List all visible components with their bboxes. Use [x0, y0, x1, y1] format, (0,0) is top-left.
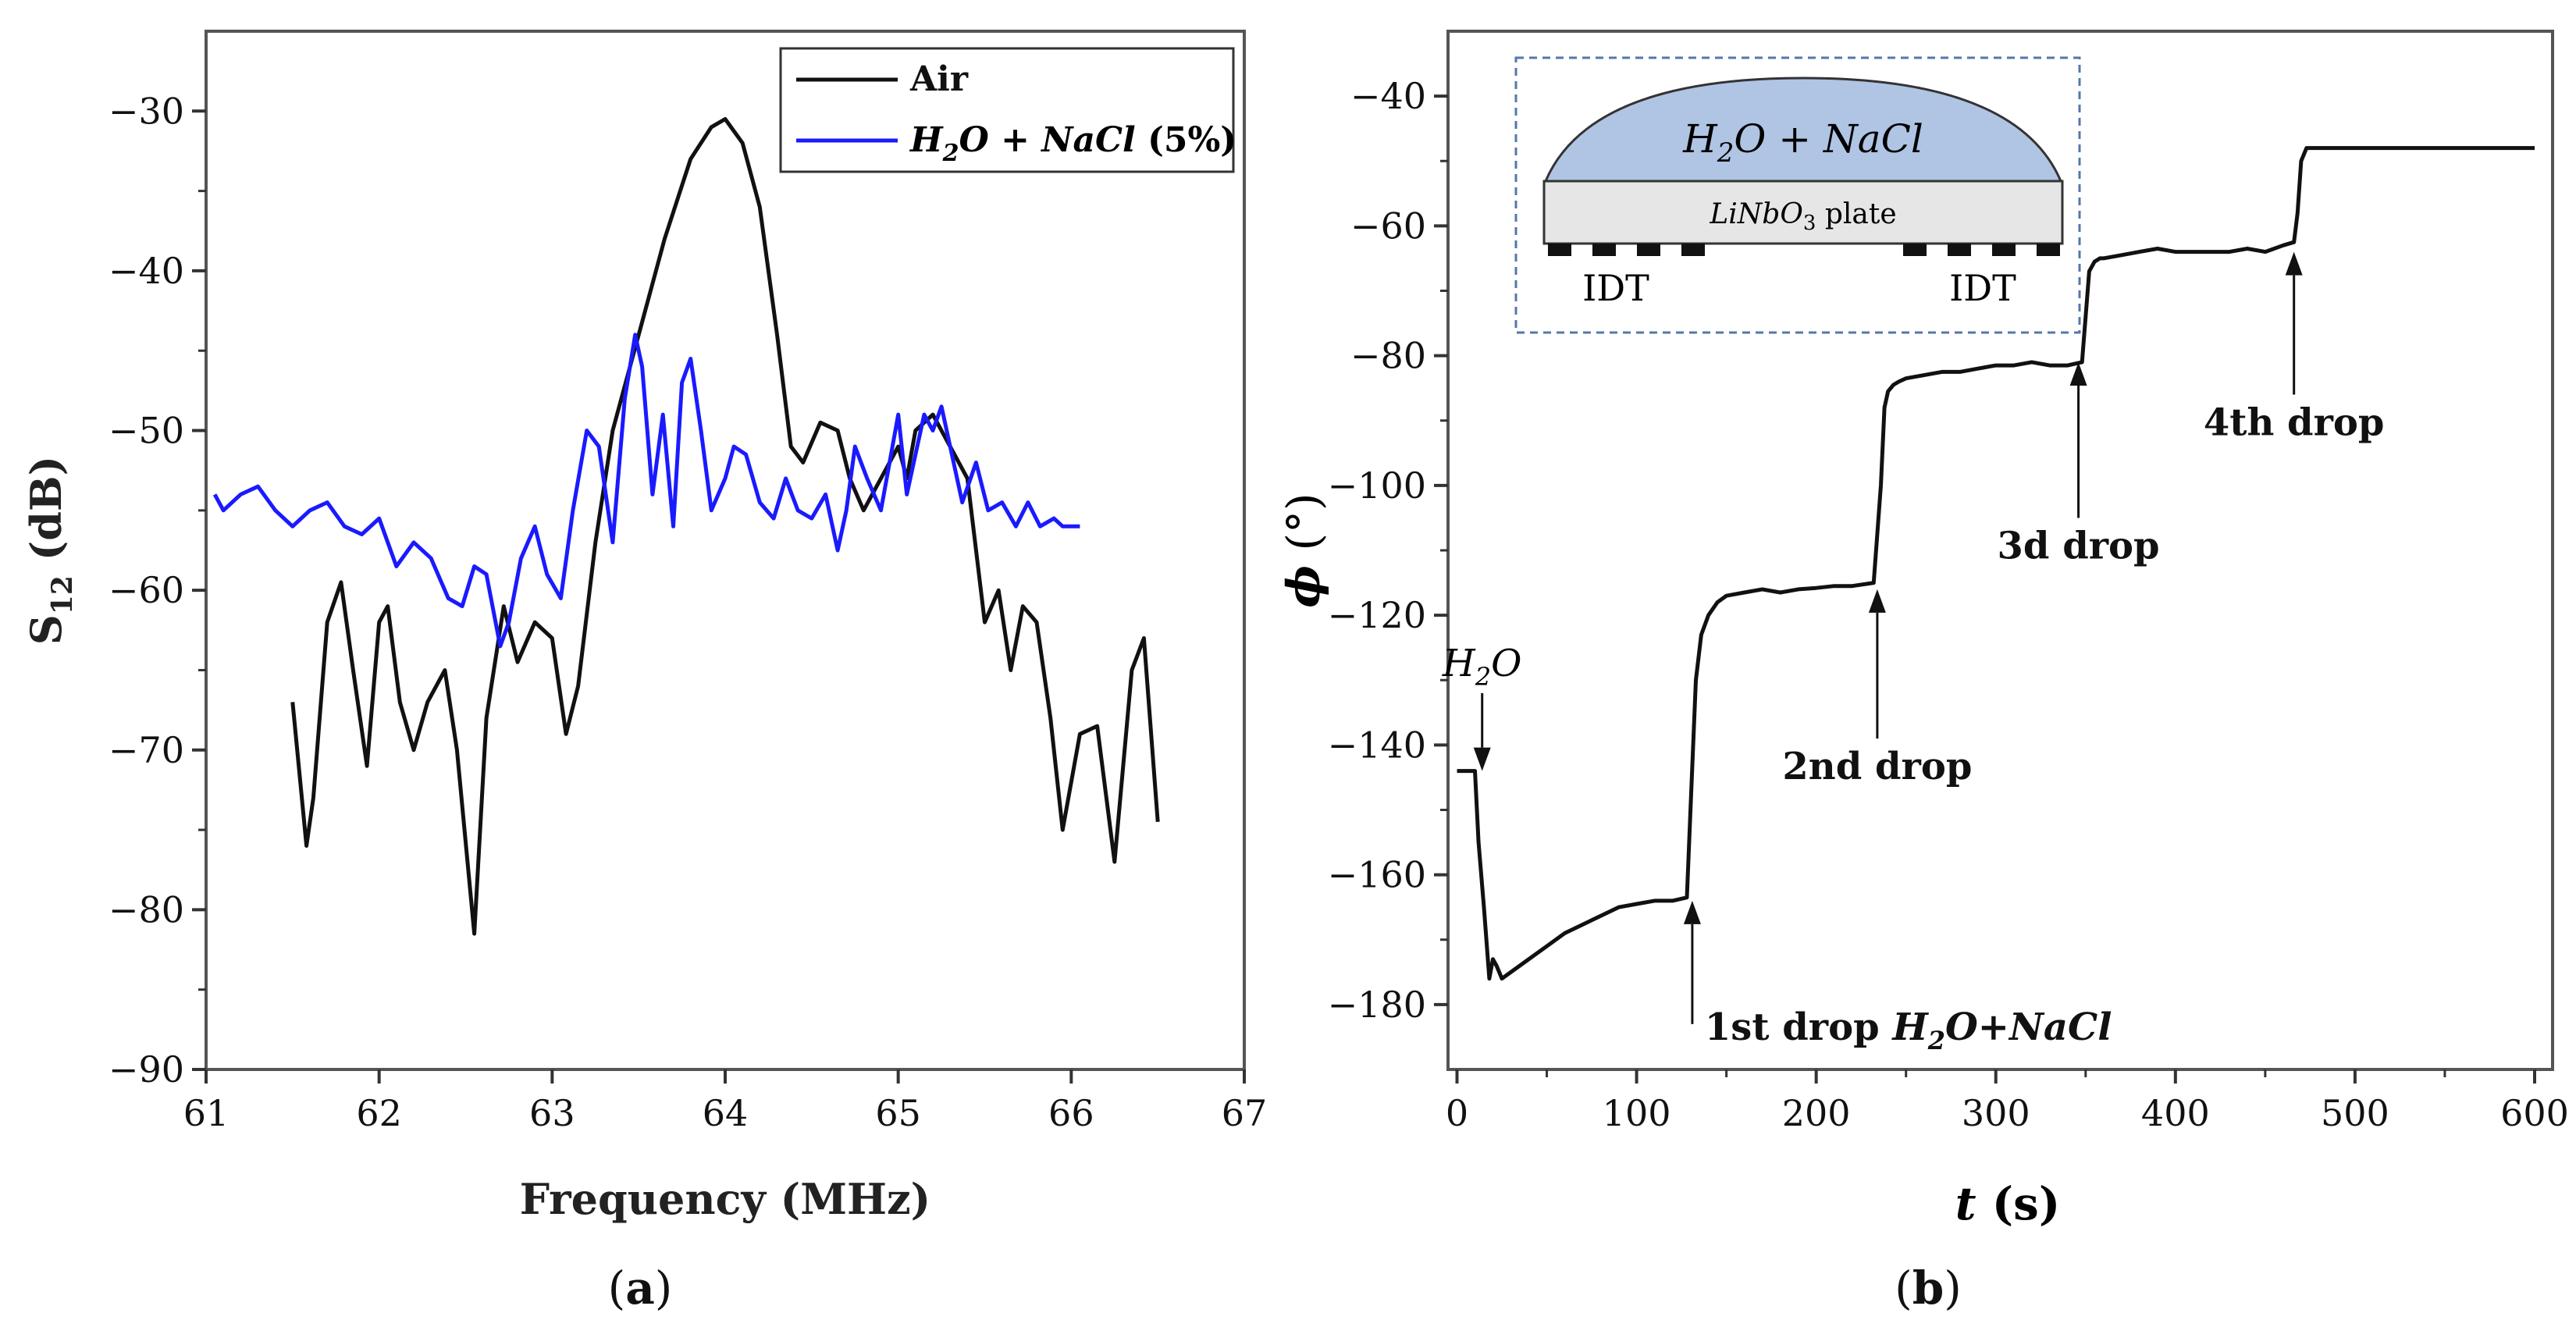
annotation-drop-3: 3d drop [1998, 524, 2160, 568]
y-tick-label: −60 [109, 569, 184, 611]
y-tick-label: −160 [1328, 854, 1426, 896]
y-tick-label: −90 [109, 1048, 184, 1091]
inset-idt-right: IDT [1949, 267, 2016, 309]
inset-plate [1542, 180, 2064, 245]
series-line-1 [212, 333, 1080, 649]
x-tick-label: 500 [2321, 1092, 2389, 1134]
idt-electrode [1592, 244, 1616, 256]
inset-schematic: H2O + NaCl LiNbO3 plate IDT IDT [1514, 56, 2081, 334]
panel-a-frame [205, 30, 1246, 1071]
panel-b-ticks: 0 100 200 300 400 500 600 −180 −160 −140 −120 −100 −… [1328, 75, 2569, 1134]
panel-a-ylabel: S12 (dB) [21, 456, 79, 645]
inset-drop-label: H2O + NaCl [1682, 116, 1923, 169]
y-tick-label: −50 [109, 410, 184, 452]
annotation-1st-drop: 1st drop H2O+NaCl [1705, 1005, 2112, 1055]
y-tick-label: −80 [109, 888, 184, 931]
panel-b-annotations: H2O 1st drop H2O+NaCl 2nd drop 3d drop 4th d… [1442, 251, 2385, 1055]
series-line-0 [290, 117, 1160, 936]
x-tick-label: 400 [2141, 1092, 2210, 1134]
x-tick-label: 67 [1222, 1092, 1268, 1134]
legend-air-label: Air [909, 59, 969, 99]
x-tick-label: 64 [703, 1092, 749, 1134]
x-tick-label: 600 [2500, 1092, 2569, 1134]
x-tick-label: 100 [1603, 1092, 1671, 1134]
panel-b-label: (b) [1895, 1261, 1962, 1315]
x-tick-label: 66 [1048, 1092, 1094, 1134]
idt-electrode [2037, 244, 2060, 256]
inset-plate-label: LiNbO3 plate [1709, 198, 1896, 235]
x-tick-label: 200 [1782, 1092, 1851, 1134]
y-tick-label: −40 [109, 250, 184, 292]
annotation-h2o: H2O [1442, 642, 1522, 692]
idt-electrode [1948, 244, 1971, 256]
x-tick-label: 62 [356, 1092, 402, 1134]
y-tick-label: −100 [1328, 464, 1426, 507]
x-tick-label: 61 [183, 1092, 229, 1134]
inset-idt-left: IDT [1582, 267, 1649, 309]
inset-frame [1514, 56, 2081, 334]
series-line-0 [1457, 146, 2535, 981]
annotation-drop-2: 2nd drop [1782, 745, 1972, 788]
idt-electrode [1548, 244, 1571, 256]
panel-a-legend: Air H2O + NaCl (5%) [779, 47, 1236, 173]
x-tick-label: 65 [875, 1092, 921, 1134]
annotation-arrow-head [2285, 251, 2303, 276]
idt-electrode [1992, 244, 2016, 256]
panel-b-xlabel: t (s) [1955, 1177, 2061, 1230]
legend-nacl-label: H2O + NaCl (5%) [909, 120, 1236, 167]
y-tick-label: −40 [1350, 75, 1426, 117]
panel-a-series [212, 117, 1160, 936]
y-tick-label: −180 [1328, 984, 1426, 1026]
x-tick-label: 300 [1962, 1092, 2030, 1134]
panel-b: 0 100 200 300 400 500 600 −180 −160 −140 −120 −100 −… [1277, 30, 2569, 1315]
inset-drop [1543, 77, 2063, 183]
panel-a-ticks: 61 62 63 64 65 66 67 −90 −80 −70 −60 −50 −40 −30 [109, 90, 1267, 1134]
annotation-arrow-head [2069, 361, 2087, 386]
idt-electrode [1903, 244, 1927, 256]
x-tick-label: 0 [1446, 1092, 1468, 1134]
y-tick-label: −140 [1328, 724, 1426, 766]
annotation-arrow-head [1683, 900, 1701, 924]
x-tick-label: 63 [529, 1092, 575, 1134]
panel-b-series [1457, 146, 2535, 981]
panel-a-label: (a) [608, 1261, 673, 1315]
legend-box [779, 47, 1235, 173]
panel-a: 61 62 63 64 65 66 67 −90 −80 −70 −60 −50 −40 −30 Air … [21, 30, 1267, 1315]
y-tick-label: −60 [1350, 205, 1426, 247]
annotation-arrow-head [1868, 589, 1886, 613]
panel-a-xlabel: Frequency (MHz) [520, 1174, 930, 1224]
idt-electrode [1681, 244, 1705, 256]
y-tick-label: −80 [1350, 335, 1426, 377]
idt-electrode [1637, 244, 1660, 256]
y-tick-label: −30 [109, 90, 184, 132]
y-tick-label: −70 [109, 729, 184, 771]
y-tick-label: −120 [1328, 594, 1426, 636]
annotation-drop-4: 4th drop [2204, 401, 2385, 445]
panel-b-ylabel: ϕ (°) [1277, 493, 1330, 607]
annotation-arrow-head [1473, 747, 1491, 771]
